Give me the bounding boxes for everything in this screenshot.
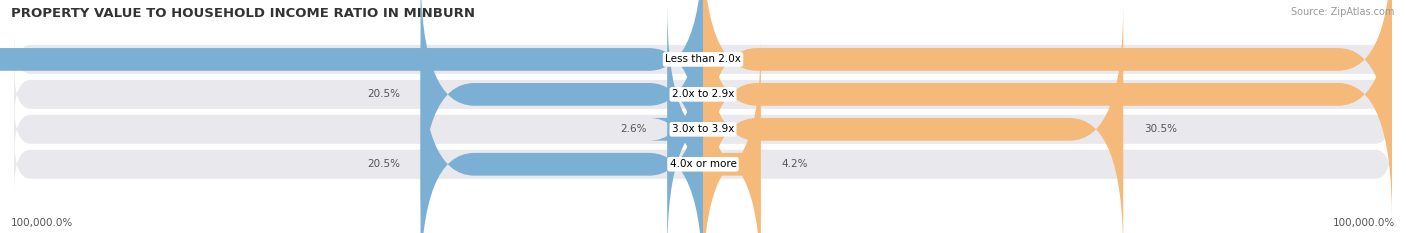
FancyBboxPatch shape: [420, 39, 703, 233]
Text: 2.0x to 2.9x: 2.0x to 2.9x: [672, 89, 734, 99]
Text: 4.0x or more: 4.0x or more: [669, 159, 737, 169]
Text: 100,000.0%: 100,000.0%: [1333, 218, 1395, 228]
FancyBboxPatch shape: [703, 0, 1392, 184]
Text: PROPERTY VALUE TO HOUSEHOLD INCOME RATIO IN MINBURN: PROPERTY VALUE TO HOUSEHOLD INCOME RATIO…: [11, 7, 475, 20]
FancyBboxPatch shape: [14, 32, 1392, 87]
Text: Less than 2.0x: Less than 2.0x: [665, 55, 741, 64]
Text: 4.2%: 4.2%: [782, 159, 808, 169]
FancyBboxPatch shape: [14, 102, 1392, 157]
FancyBboxPatch shape: [703, 4, 1123, 233]
FancyBboxPatch shape: [14, 137, 1392, 192]
Text: 30.5%: 30.5%: [1144, 124, 1177, 134]
FancyBboxPatch shape: [703, 39, 761, 233]
Text: 3.0x to 3.9x: 3.0x to 3.9x: [672, 124, 734, 134]
FancyBboxPatch shape: [703, 0, 1392, 219]
FancyBboxPatch shape: [650, 4, 721, 233]
FancyBboxPatch shape: [0, 0, 703, 184]
FancyBboxPatch shape: [420, 0, 703, 219]
Text: 20.5%: 20.5%: [367, 89, 399, 99]
Text: Source: ZipAtlas.com: Source: ZipAtlas.com: [1291, 7, 1395, 17]
Text: 2.6%: 2.6%: [620, 124, 647, 134]
Text: 100,000.0%: 100,000.0%: [11, 218, 73, 228]
Text: 20.5%: 20.5%: [367, 159, 399, 169]
FancyBboxPatch shape: [14, 67, 1392, 122]
